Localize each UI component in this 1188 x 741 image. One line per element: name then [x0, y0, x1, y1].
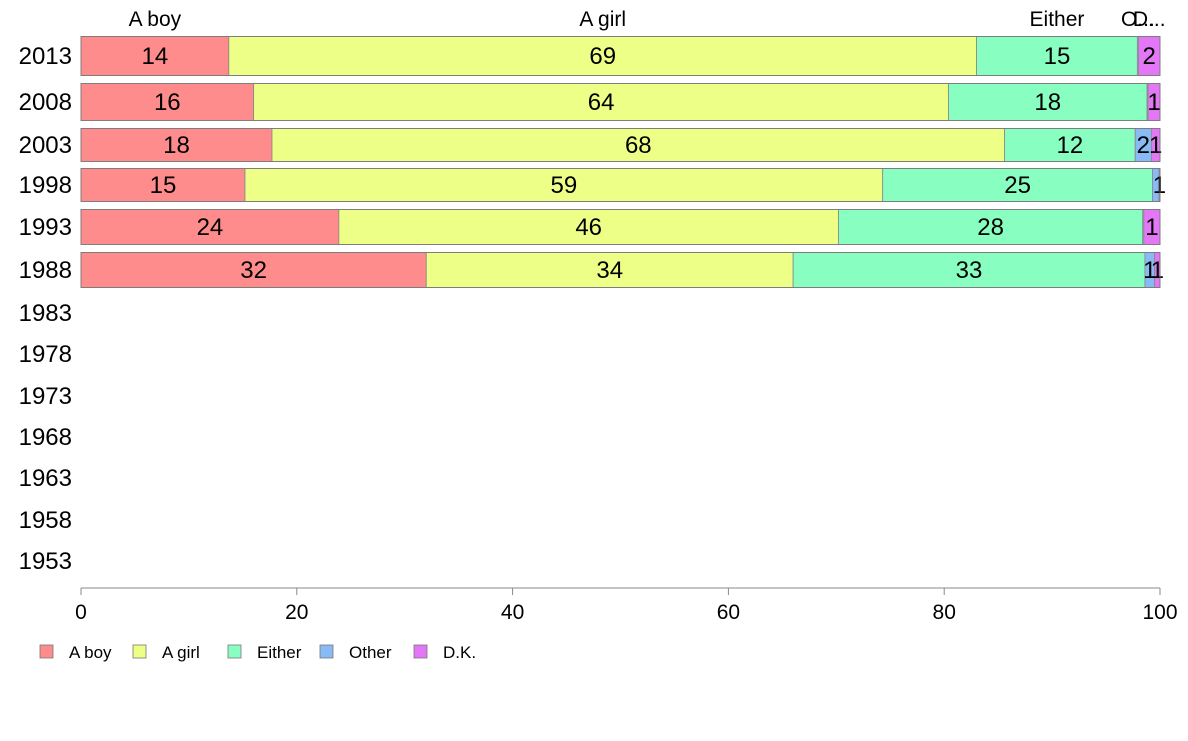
legend-label-a-girl: A girl: [162, 643, 200, 662]
data-label-2008-either: 18: [1034, 89, 1061, 116]
data-label-1988-a-boy: 32: [240, 257, 267, 284]
data-label-2008-a-boy: 16: [154, 89, 181, 116]
category-label-2003: 2003: [19, 132, 72, 159]
data-label-1993-d-k: 1: [1145, 214, 1158, 241]
data-label-1998-d-k: 1: [1153, 172, 1166, 199]
data-label-1998-a-boy: 15: [150, 172, 177, 199]
legend-swatch-a-girl: [132, 644, 147, 659]
bar-outline-2013: [80, 36, 1161, 76]
data-label-2003-either: 12: [1057, 132, 1084, 159]
data-label-2013-either: 15: [1044, 43, 1071, 70]
data-label-1993-a-girl: 46: [575, 214, 602, 241]
bar-segment-2003-either: [1004, 128, 1136, 162]
bar-segment-1988-a-boy: [80, 252, 427, 288]
bar-segment-2013-a-girl: [228, 36, 977, 76]
data-label-2003-d-k: 1: [1149, 132, 1162, 159]
data-label-2013-d-k: 2: [1143, 43, 1156, 70]
legend-swatch-other: [319, 644, 334, 659]
bar-outline-1988: [80, 252, 1161, 288]
top-label-d: D...: [1133, 8, 1166, 31]
data-label-1998-either: 25: [1004, 172, 1031, 199]
x-tick-label-40: 40: [501, 601, 524, 624]
category-label-1993: 1993: [19, 214, 72, 241]
category-label-1988: 1988: [19, 257, 72, 284]
legend-label-either: Either: [257, 643, 302, 662]
category-label-1968: 1968: [19, 424, 72, 451]
x-tick-label-60: 60: [717, 601, 740, 624]
legend-label-d-k: D.K.: [443, 643, 476, 662]
category-label-1953: 1953: [19, 548, 72, 575]
legend-swatch-d-k: [413, 644, 428, 659]
category-label-1973: 1973: [19, 383, 72, 410]
bar-outline-1993: [80, 209, 1161, 245]
bar-segment-2008-either: [948, 83, 1148, 121]
data-label-2003-a-girl: 68: [625, 132, 652, 159]
top-label-o: O...: [1121, 8, 1155, 31]
data-label-2013-a-boy: 14: [142, 43, 169, 70]
legend-swatch-either: [227, 644, 242, 659]
bar-outline-1998: [80, 168, 1161, 202]
legend-swatch-a-boy: [39, 644, 54, 659]
legend-label-other: Other: [349, 643, 392, 662]
category-label-1978: 1978: [19, 341, 72, 368]
data-label-2008-d-k: 1: [1147, 89, 1160, 116]
data-label-1988-a-girl: 34: [596, 257, 623, 284]
bar-segment-1993-a-boy: [80, 209, 340, 245]
bar-outline-2003: [80, 128, 1161, 162]
category-label-2008: 2008: [19, 89, 72, 116]
top-label-a-boy: A boy: [129, 8, 182, 31]
bar-outline-2008: [80, 83, 1161, 121]
category-label-1958: 1958: [19, 507, 72, 534]
top-label-a-girl: A girl: [579, 8, 626, 31]
bar-segment-1998-a-boy: [80, 168, 246, 202]
legend-label-a-boy: A boy: [69, 643, 112, 662]
x-tick-label-80: 80: [933, 601, 956, 624]
bar-segment-1988-a-girl: [425, 252, 794, 288]
category-label-1998: 1998: [19, 172, 72, 199]
data-label-1998-a-girl: 59: [551, 172, 578, 199]
data-label-2003-a-boy: 18: [163, 132, 190, 159]
bar-segment-2013-a-boy: [80, 36, 230, 76]
bar-segment-1998-a-girl: [244, 168, 884, 202]
top-label-either: Either: [1030, 8, 1085, 31]
x-tick-label-100: 100: [1142, 601, 1177, 624]
data-label-1988-either: 33: [956, 257, 983, 284]
x-tick-label-20: 20: [285, 601, 308, 624]
data-label-2013-a-girl: 69: [589, 43, 616, 70]
data-label-1993-either: 28: [977, 214, 1004, 241]
data-label-2003-other: 2: [1137, 132, 1150, 159]
bar-segment-1988-either: [792, 252, 1146, 288]
data-label-2008-a-girl: 64: [588, 89, 615, 116]
data-label-1993-a-boy: 24: [197, 214, 224, 241]
category-label-2013: 2013: [19, 43, 72, 70]
category-label-1983: 1983: [19, 300, 72, 327]
data-label-1988-other: 1: [1143, 257, 1156, 284]
data-label-1988-d-k: 1: [1151, 257, 1164, 284]
bar-segment-2008-a-girl: [253, 83, 949, 121]
category-label-1963: 1963: [19, 465, 72, 492]
x-tick-label-0: 0: [75, 601, 87, 624]
